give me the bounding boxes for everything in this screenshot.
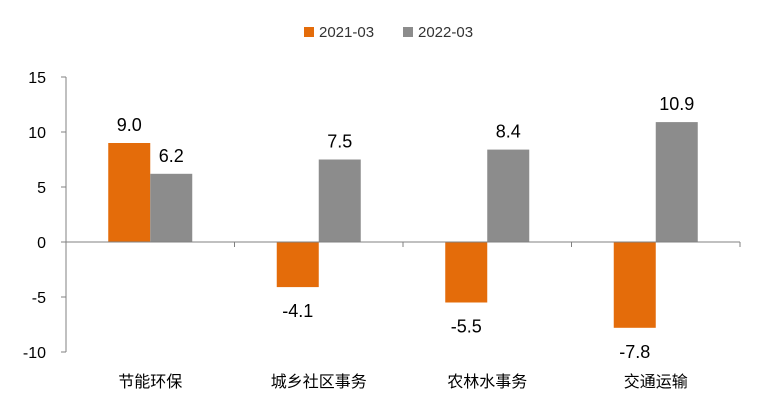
y-tick-label: -10 xyxy=(23,345,46,362)
data-label-2021-03-2: -5.5 xyxy=(451,317,482,337)
data-label-2022-03-3: 10.9 xyxy=(659,94,694,114)
legend-swatch-2022-03 xyxy=(403,27,413,37)
bar-2021-03-0 xyxy=(108,143,151,242)
data-labels: 9.0 6.2 -4.1 7.5 -5.5 8.4 -7.8 10.9 xyxy=(117,94,695,362)
category-label: 城乡社区事务 xyxy=(271,372,367,391)
data-label-2021-03-0: 9.0 xyxy=(117,115,142,135)
bar-2021-03-2 xyxy=(445,242,488,303)
bar-2021-03-3 xyxy=(613,242,656,328)
bar-2021-03-1 xyxy=(276,242,319,288)
y-tick-label: 0 xyxy=(37,235,46,252)
y-tick-label: 15 xyxy=(28,70,46,87)
legend-swatch-2021-03 xyxy=(304,27,314,37)
legend-label-2022-03: 2022-03 xyxy=(418,24,473,41)
y-tick-label: -5 xyxy=(32,290,46,307)
bar-2022-03-0 xyxy=(150,173,193,242)
y-axis: -10 -5 0 5 10 15 xyxy=(23,70,67,362)
legend-label-2021-03: 2021-03 xyxy=(319,24,374,41)
category-label: 节能环保 xyxy=(118,372,182,391)
category-label: 交通运输 xyxy=(624,372,688,391)
bar-2022-03-1 xyxy=(318,159,361,242)
category-label: 农林水事务 xyxy=(447,372,527,391)
bar-2022-03-3 xyxy=(655,122,698,242)
data-label-2021-03-3: -7.8 xyxy=(619,342,650,362)
y-tick-label: 5 xyxy=(37,180,46,197)
legend: 2021-03 2022-03 xyxy=(304,24,473,41)
bars xyxy=(108,122,698,328)
data-label-2022-03-0: 6.2 xyxy=(159,146,184,166)
y-tick-label: 10 xyxy=(28,125,46,142)
data-label-2022-03-1: 7.5 xyxy=(327,132,352,152)
data-label-2022-03-2: 8.4 xyxy=(496,122,521,142)
data-label-2021-03-1: -4.1 xyxy=(282,301,313,321)
bar-2022-03-2 xyxy=(487,149,530,242)
x-axis: 节能环保 城乡社区事务 农林水事务 交通运输 xyxy=(65,241,741,391)
